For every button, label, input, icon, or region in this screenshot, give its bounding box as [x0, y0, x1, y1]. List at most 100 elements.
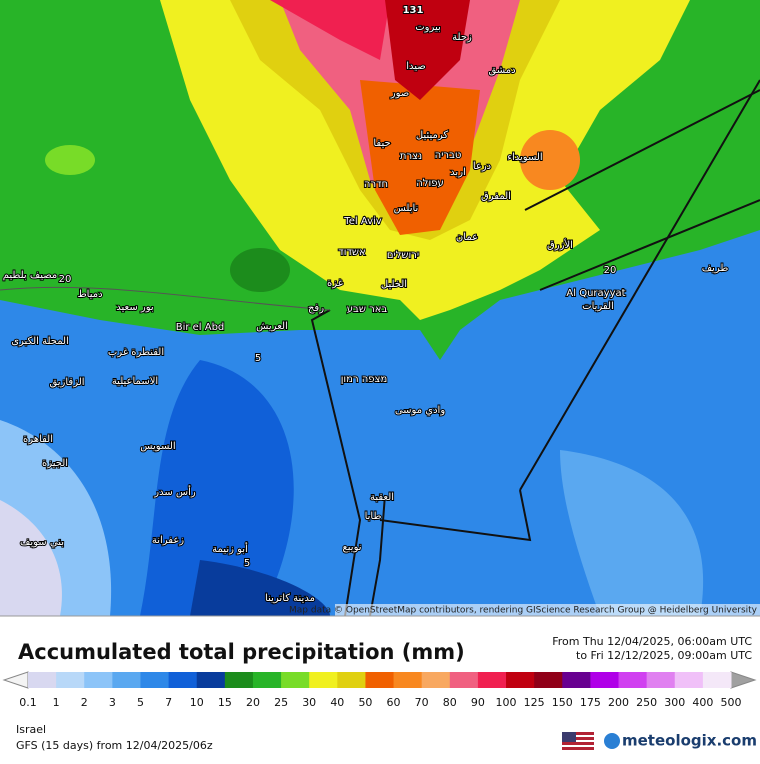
map-label: العريش [256, 321, 288, 332]
map-label: حيفا [373, 138, 390, 149]
legend-swatch [140, 672, 170, 688]
map-label: وادي موسى [395, 405, 445, 416]
legend: 0.1 1 2 3 5 7 10 15 20 25 30 40 50 60 70 80 90 100 125 150 1… [2, 671, 757, 709]
brand: meteologix.com [622, 732, 757, 750]
map-label: ירושלים [387, 250, 419, 261]
map-label: صيدا [406, 61, 426, 72]
legend-swatch [506, 672, 535, 688]
legend-swatch [365, 672, 395, 688]
map-label: Al Qurayyat [566, 288, 625, 299]
map-label: الزقازيق [49, 377, 84, 388]
map-label: رأس سدر [153, 485, 196, 498]
map-label: 20 [59, 274, 72, 285]
map-label: المحلة الكبرى [11, 336, 69, 347]
map-label: الجيزة [42, 458, 68, 469]
map-label: نويبع [342, 542, 361, 553]
model: GFS (15 days) from 12/04/2025/06z [16, 739, 213, 752]
logo-icon [604, 733, 620, 749]
map-label: الخليل [381, 279, 407, 290]
legend-tick-label: 0.1 [19, 696, 37, 709]
legend-swatch [28, 672, 57, 688]
legend-swatch [646, 672, 676, 688]
legend-tick-label: 175 [580, 696, 601, 709]
legend-swatch [337, 672, 366, 688]
region: Israel [16, 723, 46, 736]
map-label: 5 [244, 558, 250, 569]
legend-tick-label: 5 [137, 696, 144, 709]
legend-tick-label: 7 [165, 696, 172, 709]
map-label: زحلة [452, 32, 472, 43]
map-label: מצפה רמון [341, 374, 388, 385]
map-label: دمشق [488, 65, 515, 76]
legend-swatch [618, 672, 648, 688]
attribution: Map data © OpenStreetMap contributors, r… [289, 606, 758, 616]
legend-tick-label: 300 [664, 696, 685, 709]
legend-tick-label: 200 [608, 696, 629, 709]
legend-swatch [112, 672, 141, 688]
date-to: to Fri 12/12/2025, 09:00am UTC [576, 649, 752, 662]
map-label: חדרה [364, 179, 388, 190]
legend-tick-label: 10 [190, 696, 204, 709]
map-label: طريف [702, 263, 729, 274]
map-label: أبو زنيمة [212, 542, 248, 555]
map-label: Bir el Abd [176, 322, 225, 333]
legend-tick-label: 20 [246, 696, 260, 709]
map-label: الاسماعيلية [112, 376, 158, 387]
map-label: السويس [140, 441, 175, 452]
legend-tick-label: 100 [496, 696, 517, 709]
arrow-low [2, 671, 29, 689]
legend-tick-label: 70 [415, 696, 429, 709]
legend-swatch [168, 672, 198, 688]
map-label: Tel Aviv [343, 216, 381, 227]
legend-tick-label: 125 [524, 696, 545, 709]
map-label: القاهرة [23, 434, 53, 445]
legend-tick-label: 40 [330, 696, 344, 709]
legend-swatch [281, 672, 310, 688]
legend-swatch [590, 672, 620, 688]
map-label: كرميئيل [416, 130, 449, 141]
legend-tick-label: 60 [387, 696, 401, 709]
legend-swatch [56, 672, 85, 688]
legend-swatch [84, 672, 113, 688]
legend-tick-label: 3 [109, 696, 116, 709]
map-label: القنطرة غرب [108, 347, 164, 358]
map-label: באר שבע [347, 304, 388, 315]
map-label: رفح [308, 303, 324, 314]
map-label: נצרת [400, 151, 422, 162]
map-label: بور سعيد [116, 302, 153, 313]
map-label: اربد [450, 167, 466, 178]
legend-swatch [534, 672, 563, 688]
flag [562, 732, 594, 750]
legend-tick-label: 25 [274, 696, 288, 709]
legend-swatch [477, 672, 507, 688]
legend-swatch [309, 672, 338, 688]
legend-tick-label: 250 [636, 696, 657, 709]
map-label: السويداء [507, 152, 542, 163]
legend-swatch [562, 672, 591, 688]
legend-tick-label: 400 [692, 696, 713, 709]
legend-swatch [252, 672, 282, 688]
map-label: درعا [473, 161, 491, 172]
map-label: القريات [582, 301, 614, 312]
legend-swatch [702, 672, 732, 688]
map-label: بني سويف [20, 537, 64, 548]
map: Map data © OpenStreetMap contributors, r… [0, 0, 760, 617]
map-label: زعفرانة [152, 535, 184, 546]
map-label: العقبة [370, 492, 394, 503]
legend-swatch [196, 672, 226, 688]
legend-swatch [421, 672, 451, 688]
legend-tick-label: 90 [471, 696, 485, 709]
map-label: نابلس [394, 203, 419, 214]
legend-tick-label: 50 [358, 696, 372, 709]
legend-swatch [449, 672, 479, 688]
legend-swatch [674, 672, 704, 688]
map-label: עפולה [416, 178, 443, 189]
legend-tick-label: 150 [552, 696, 573, 709]
legend-tick-label: 2 [81, 696, 88, 709]
map-label: 5 [255, 353, 261, 364]
map-label: صور [390, 88, 410, 99]
date-from: From Thu 12/04/2025, 06:00am UTC [552, 635, 752, 648]
map-label: عمان [456, 232, 478, 243]
legend-swatch [224, 672, 254, 688]
